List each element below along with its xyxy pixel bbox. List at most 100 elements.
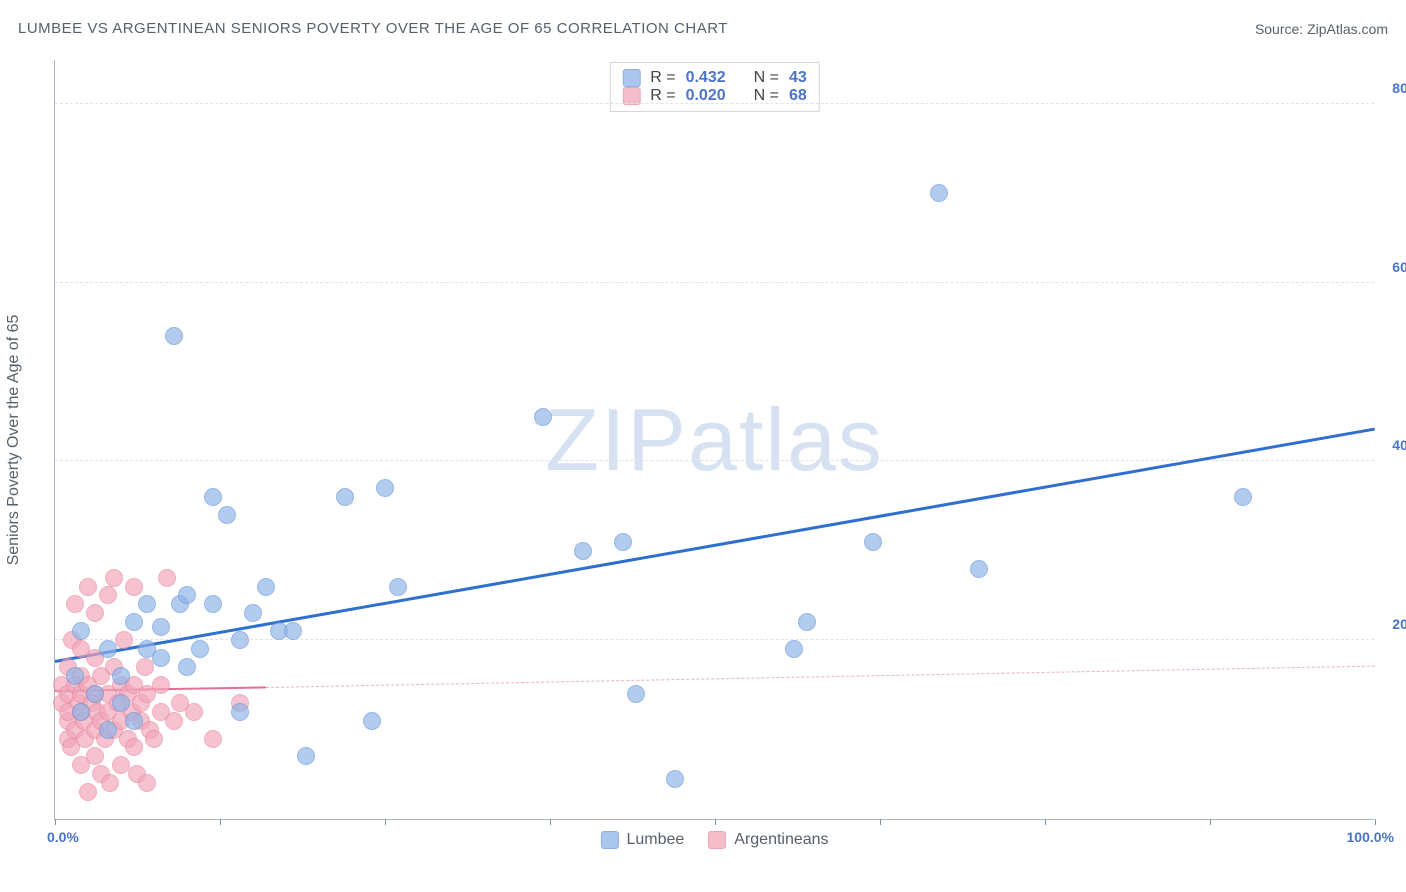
- marker-lumbee: [152, 618, 170, 636]
- marker-lumbee: [99, 721, 117, 739]
- x-axis-end-label: 100.0%: [1347, 829, 1394, 845]
- marker-lumbee: [165, 327, 183, 345]
- marker-argentineans: [79, 783, 97, 801]
- y-axis-label: Seniors Poverty Over the Age of 65: [5, 315, 23, 566]
- source-label: Source:: [1255, 21, 1307, 37]
- marker-argentineans: [138, 774, 156, 792]
- y-tick-label: 20.0%: [1392, 616, 1406, 632]
- marker-lumbee: [627, 685, 645, 703]
- x-tick: [1045, 819, 1046, 825]
- marker-argentineans: [158, 569, 176, 587]
- marker-lumbee: [614, 533, 632, 551]
- marker-argentineans: [66, 595, 84, 613]
- y-tick-label: 40.0%: [1392, 437, 1406, 453]
- marker-argentineans: [86, 747, 104, 765]
- marker-argentineans: [145, 730, 163, 748]
- marker-argentineans: [152, 676, 170, 694]
- chart-source: Source: ZipAtlas.com: [1255, 21, 1388, 37]
- marker-lumbee: [99, 640, 117, 658]
- marker-lumbee: [257, 578, 275, 596]
- watermark: ZIPatlas: [545, 389, 884, 491]
- marker-lumbee: [363, 712, 381, 730]
- marker-lumbee: [86, 685, 104, 703]
- marker-lumbee: [138, 595, 156, 613]
- marker-lumbee: [336, 488, 354, 506]
- marker-lumbee: [284, 622, 302, 640]
- watermark-part2: atlas: [688, 390, 884, 489]
- marker-argentineans: [125, 738, 143, 756]
- marker-lumbee: [125, 613, 143, 631]
- marker-lumbee: [218, 506, 236, 524]
- gridline: [55, 282, 1374, 283]
- lumbee-label: Lumbee: [626, 831, 684, 849]
- gridline: [55, 103, 1374, 104]
- watermark-part1: ZIP: [545, 390, 688, 489]
- marker-lumbee: [72, 622, 90, 640]
- marker-argentineans: [204, 730, 222, 748]
- marker-lumbee: [864, 533, 882, 551]
- marker-argentineans: [86, 604, 104, 622]
- marker-lumbee: [112, 694, 130, 712]
- chart-header: LUMBEE VS ARGENTINEAN SENIORS POVERTY OV…: [18, 20, 1388, 37]
- marker-argentineans: [79, 578, 97, 596]
- legend-item-lumbee: Lumbee: [600, 831, 684, 849]
- lumbee-swatch-icon: [622, 69, 640, 87]
- marker-lumbee: [970, 560, 988, 578]
- marker-lumbee: [72, 703, 90, 721]
- x-tick: [385, 819, 386, 825]
- r-label: R =: [650, 69, 675, 87]
- trend-line: [55, 427, 1376, 662]
- marker-lumbee: [798, 613, 816, 631]
- legend-item-argentineans: Argentineans: [708, 831, 828, 849]
- marker-lumbee: [112, 667, 130, 685]
- marker-lumbee: [125, 712, 143, 730]
- y-tick-label: 80.0%: [1392, 80, 1406, 96]
- marker-lumbee: [178, 658, 196, 676]
- series-legend: Lumbee Argentineans: [600, 831, 828, 849]
- marker-lumbee: [666, 770, 684, 788]
- source-value: ZipAtlas.com: [1307, 21, 1388, 37]
- chart-title: LUMBEE VS ARGENTINEAN SENIORS POVERTY OV…: [18, 20, 728, 37]
- marker-lumbee: [66, 667, 84, 685]
- x-tick: [880, 819, 881, 825]
- argentineans-swatch-icon: [708, 831, 726, 849]
- x-tick: [1210, 819, 1211, 825]
- marker-argentineans: [115, 631, 133, 649]
- marker-argentineans: [105, 569, 123, 587]
- x-axis-start-label: 0.0%: [47, 829, 79, 845]
- marker-lumbee: [785, 640, 803, 658]
- legend-row-lumbee: R = 0.432 N = 43: [622, 69, 807, 87]
- marker-argentineans: [165, 712, 183, 730]
- marker-lumbee: [244, 604, 262, 622]
- marker-lumbee: [204, 595, 222, 613]
- trend-line: [266, 666, 1375, 688]
- lumbee-r-value: 0.432: [686, 69, 726, 87]
- marker-argentineans: [125, 578, 143, 596]
- marker-lumbee: [178, 586, 196, 604]
- lumbee-swatch-icon: [600, 831, 618, 849]
- marker-lumbee: [231, 703, 249, 721]
- marker-lumbee: [389, 578, 407, 596]
- marker-lumbee: [231, 631, 249, 649]
- marker-lumbee: [204, 488, 222, 506]
- marker-argentineans: [185, 703, 203, 721]
- marker-lumbee: [191, 640, 209, 658]
- gridline: [55, 460, 1374, 461]
- correlation-legend: R = 0.432 N = 43 R = 0.020 N = 68: [609, 62, 820, 112]
- y-tick-label: 60.0%: [1392, 259, 1406, 275]
- marker-lumbee: [152, 649, 170, 667]
- x-tick: [715, 819, 716, 825]
- lumbee-n-value: 43: [789, 69, 807, 87]
- marker-lumbee: [297, 747, 315, 765]
- marker-lumbee: [574, 542, 592, 560]
- marker-lumbee: [930, 184, 948, 202]
- x-tick: [1375, 819, 1376, 825]
- x-tick: [220, 819, 221, 825]
- gridline: [55, 639, 1374, 640]
- argentineans-label: Argentineans: [734, 831, 828, 849]
- marker-lumbee: [376, 479, 394, 497]
- marker-argentineans: [99, 586, 117, 604]
- x-tick: [55, 819, 56, 825]
- plot-region: ZIPatlas R = 0.432 N = 43 R = 0.020 N = …: [54, 60, 1374, 820]
- marker-argentineans: [101, 774, 119, 792]
